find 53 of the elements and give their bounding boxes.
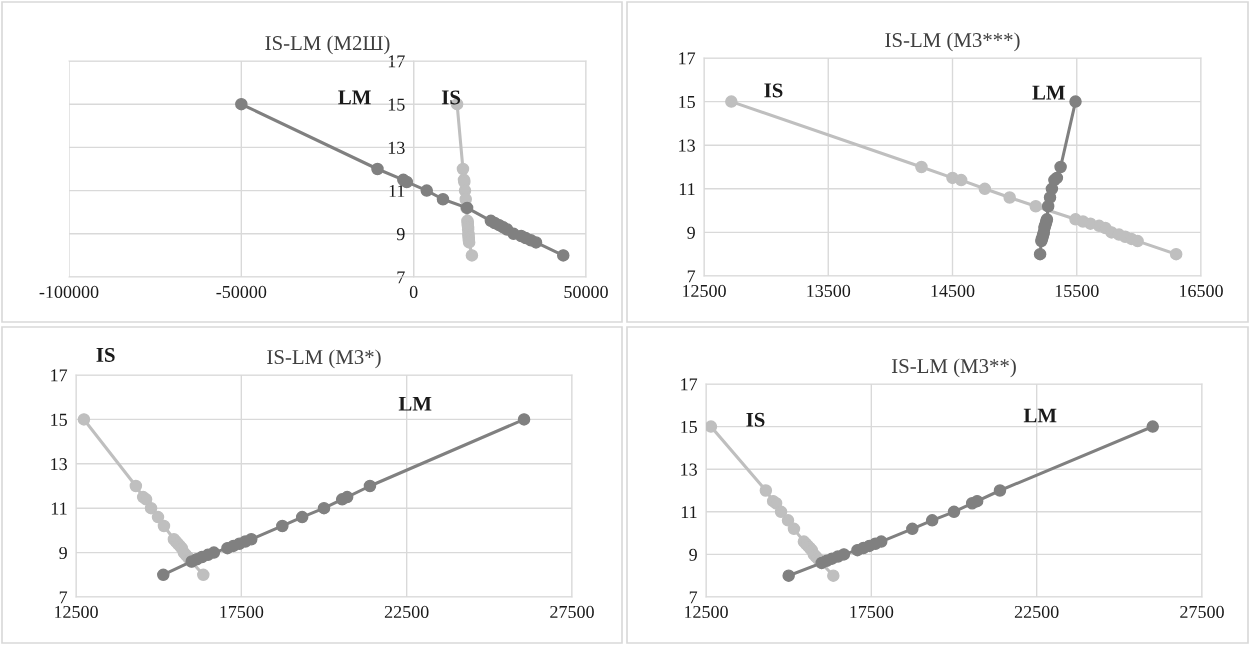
series-label: LM: [1023, 408, 1057, 423]
x-tick-label: -100000: [39, 285, 99, 299]
series-label: LM: [338, 90, 371, 105]
y-tick-label: 9: [396, 228, 405, 241]
y-tick-label: 7: [687, 270, 696, 283]
y-tick-label: 13: [679, 139, 695, 152]
chart-title: IS-LM (М3***): [885, 32, 1020, 52]
x-tick-label: 16500: [1180, 284, 1223, 298]
y-tick-label: 17: [679, 52, 696, 65]
series-label: IS: [746, 412, 765, 427]
series-label: LM: [1032, 85, 1065, 100]
x-tick-label: 14500: [931, 284, 975, 298]
x-tick-label: 12500: [685, 605, 728, 619]
y-tick-label: 17: [681, 378, 698, 391]
y-tick-label: 15: [51, 413, 67, 426]
chart-title: IS-LM (М3*): [267, 349, 381, 369]
x-tick-label: 12500: [55, 605, 98, 619]
y-tick-label: 11: [389, 184, 405, 197]
y-tick-label: 15: [679, 95, 695, 109]
x-tick-label: 27500: [1180, 605, 1224, 619]
text: LM: [398, 396, 432, 411]
y-tick-label: 13: [51, 458, 67, 471]
x-tick-label: 12500: [683, 284, 726, 298]
text: IS: [96, 347, 115, 362]
y-tick-label: 13: [388, 141, 405, 154]
x-tick-label: 0: [409, 285, 418, 299]
x-tick-label: -50000: [216, 285, 267, 299]
y-tick-label: 17: [51, 369, 68, 382]
chart-title: IS-LM (М2Ш): [265, 35, 390, 55]
y-tick-label: 11: [51, 502, 67, 515]
y-tick-label: 7: [397, 271, 405, 284]
y-tick-label: 15: [388, 98, 405, 111]
y-tick-label: 13: [681, 463, 697, 476]
y-tick-label: 9: [687, 226, 695, 239]
x-tick-label: 22500: [384, 605, 429, 619]
y-tick-label: 9: [689, 548, 697, 561]
series-label: IS: [764, 83, 783, 98]
y-tick-label: 9: [59, 546, 67, 560]
chart-title: IS-LM (М3**): [891, 358, 1016, 378]
y-tick-label: 11: [679, 183, 695, 196]
y-tick-label: 7: [59, 591, 68, 604]
x-tick-label: 15500: [1055, 284, 1099, 298]
x-tick-label: 13500: [807, 284, 851, 298]
x-tick-label: 50000: [564, 285, 608, 299]
x-tick-label: 22500: [1014, 605, 1059, 619]
x-tick-label: 17500: [220, 605, 264, 619]
y-tick-label: 15: [681, 420, 697, 434]
y-tick-label: 11: [681, 506, 697, 519]
x-tick-label: 17500: [850, 605, 894, 619]
x-tick-label: 27500: [550, 605, 594, 619]
y-tick-label: 7: [689, 591, 698, 604]
series-label: IS: [441, 90, 461, 105]
y-tick-label: 17: [388, 55, 405, 68]
